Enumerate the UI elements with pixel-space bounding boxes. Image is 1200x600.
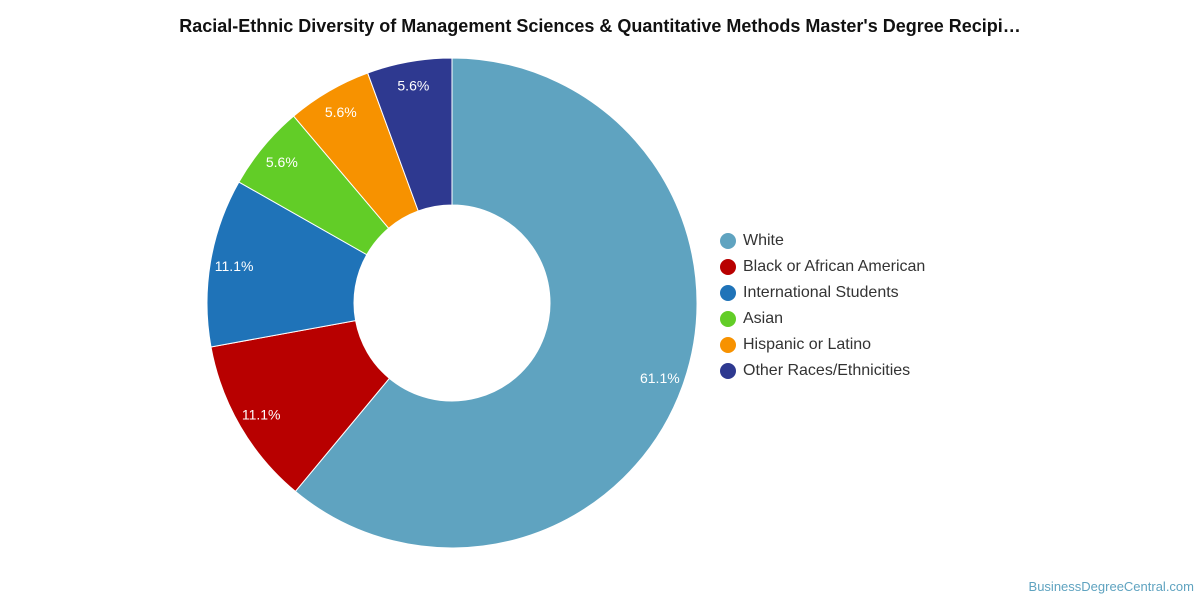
source-credit: BusinessDegreeCentral.com — [1028, 579, 1194, 594]
legend-swatch-icon — [720, 233, 736, 249]
legend-swatch-icon — [720, 363, 736, 379]
legend-swatch-icon — [720, 285, 736, 301]
legend-item-white: White — [720, 228, 925, 254]
legend-swatch-icon — [720, 259, 736, 275]
slice-label-black-or-african-american: 11.1% — [242, 406, 281, 422]
chart-title: Racial-Ethnic Diversity of Management Sc… — [179, 16, 1021, 36]
legend-item-other-races-ethnicities: Other Races/Ethnicities — [720, 358, 925, 384]
legend-item-international-students: International Students — [720, 280, 925, 306]
slice-international-students — [206, 181, 368, 348]
slice-black-or-african-american — [210, 320, 391, 493]
legend-item-black-or-african-american: Black or African American — [720, 254, 925, 280]
slices-group — [206, 57, 698, 549]
legend-swatch-icon — [720, 311, 736, 327]
slice-white — [294, 57, 698, 549]
slice-label-asian: 5.6% — [266, 154, 298, 170]
slice-label-hispanic-or-latino: 5.6% — [325, 104, 357, 120]
legend-item-hispanic-or-latino: Hispanic or Latino — [720, 332, 925, 358]
legend-label: Other Races/Ethnicities — [743, 362, 911, 379]
legend-item-asian: Asian — [720, 306, 925, 332]
slice-label-international-students: 11.1% — [215, 258, 254, 274]
slice-label-white: 61.1% — [640, 370, 680, 386]
legend-swatch-icon — [720, 337, 736, 353]
legend-label: International Students — [743, 284, 899, 301]
slice-label-other-races-ethnicities: 5.6% — [397, 77, 429, 93]
slice-labels-group: 61.1% 11.1% 11.1% 5.6% 5.6% 5.6% — [215, 77, 680, 422]
legend-label: Hispanic or Latino — [743, 336, 872, 353]
legend: White Black or African American Internatio… — [720, 228, 925, 384]
legend-label: Black or African American — [743, 258, 926, 275]
legend-label: White — [743, 232, 784, 249]
legend-label: Asian — [743, 310, 784, 327]
slice-other-races-ethnicities — [367, 57, 453, 212]
